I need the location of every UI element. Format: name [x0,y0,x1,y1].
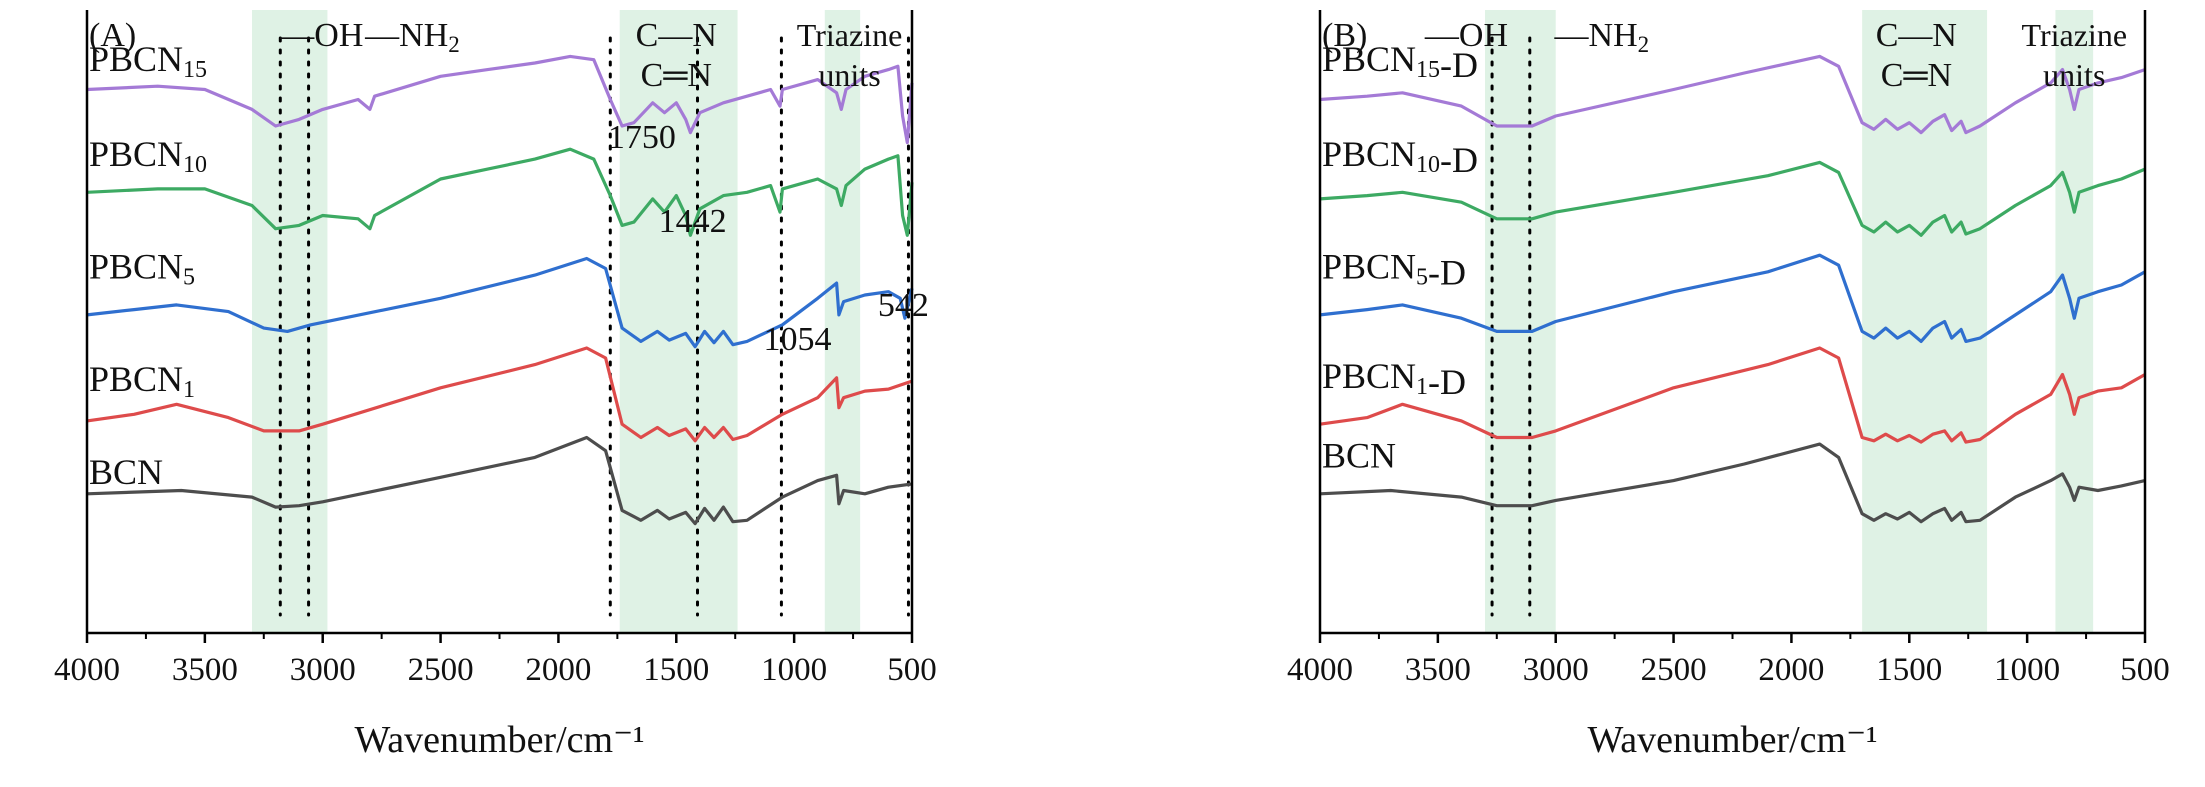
series-line-pbcn5-d [1319,253,2146,343]
series-line-bcn-d [1319,442,2146,524]
x-tick-label: 1000 [1994,652,2060,688]
series-label-pbcn10-d: PBCN10-D [1322,134,1478,180]
panel-a-chart: BCN PBCN1 PBCN5 PBCN10 PBCN15 1750 1442 1054 542… [54,10,937,761]
group-label: —NH2 [1554,17,1650,57]
series-line-bcn [86,435,913,526]
series-label-pbcn1-d: PBCN1-D [1322,356,1466,402]
peak-annotation: 1750 [608,119,676,156]
x-tick-label: 500 [887,652,937,688]
panel-letter: (B) [1322,17,1367,54]
x-tick-label: 500 [2120,652,2170,688]
x-tick-label: 2500 [1641,652,1707,688]
series-label-pbcn15: PBCN15 [89,39,207,83]
shaded-band [1862,10,1988,633]
x-tick-label: 3000 [290,652,356,688]
x-axis-label: Wavenumber/cm⁻¹ [1587,719,1877,761]
series-line-pbcn10-d [1319,160,2146,237]
x-tick-label: 3000 [1523,652,1589,688]
x-tick-label: 1000 [761,652,827,688]
x-tick-label: 2500 [408,652,474,688]
group-label: —NH2 [364,17,460,57]
group-label: units [2043,57,2105,93]
shaded-band [824,10,861,633]
x-tick-label: 3500 [172,652,238,688]
peak-annotation: 1054 [764,321,832,358]
x-tick-label: 4000 [1287,652,1353,688]
x-tick-label: 4000 [54,652,120,688]
series-label-bcn: BCN [89,452,163,492]
series-line-pbcn1 [86,346,913,443]
group-label: Triazine [797,17,902,53]
series-line-pbcn5 [86,256,914,349]
series-line-pbcn10 [86,147,914,237]
x-tick-label: 3500 [1405,652,1471,688]
series-line-pbcn15 [86,54,914,145]
series-label-pbcn15-d: PBCN15-D [1322,39,1478,85]
shaded-band [252,10,328,633]
group-label: —OH [279,17,363,54]
group-label: C—N [636,17,717,54]
group-label: C═N [641,57,712,94]
x-tick-label: 1500 [643,652,709,688]
group-label: —OH [1424,17,1508,54]
group-label: C═N [1881,57,1952,94]
x-tick-label: 2000 [525,652,591,688]
group-label: Triazine [2022,17,2127,53]
panel-b-chart: BCN PBCN1-D PBCN5-D PBCN10-D PBCN15-D—OH —NH2… [1287,10,2170,761]
shaded-band [1485,10,1556,633]
series-line-pbcn15-d [1319,54,2146,135]
series-line-pbcn1-d [1319,346,2146,444]
series-label-bcn-d: BCN [1322,435,1396,475]
x-axis-label: Wavenumber/cm⁻¹ [354,719,644,761]
panel-letter: (A) [89,17,136,54]
series-label-pbcn1: PBCN1 [89,359,195,403]
x-tick-label: 2000 [1758,652,1824,688]
shaded-band [619,10,738,633]
series-label-pbcn5-d: PBCN5-D [1322,246,1466,292]
x-tick-label: 1500 [1876,652,1942,688]
series-label-pbcn5: PBCN5 [89,246,195,290]
series-label-pbcn10: PBCN10 [89,134,207,178]
group-label: C—N [1876,17,1957,54]
peak-annotation: 542 [878,287,929,324]
group-label: units [818,57,880,93]
peak-annotation: 1442 [659,203,727,240]
shaded-band [2055,10,2094,633]
